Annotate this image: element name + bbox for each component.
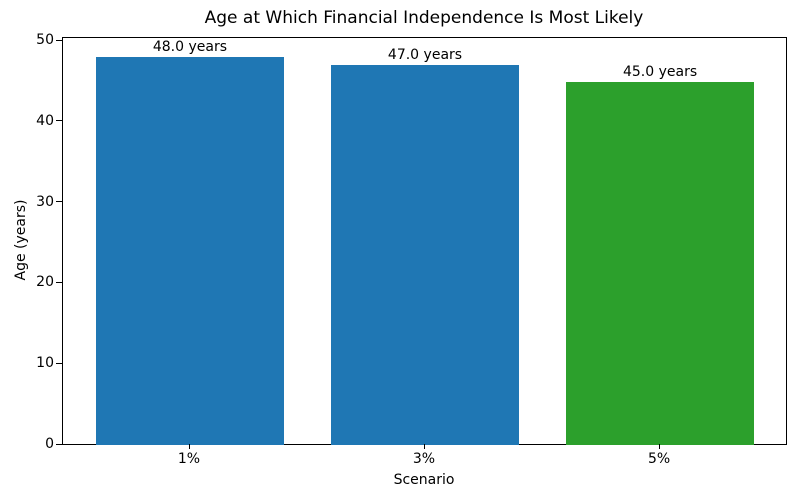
y-tick-mark <box>56 362 62 364</box>
y-tick-mark <box>56 201 62 203</box>
bar-value-label: 45.0 years <box>622 63 698 80</box>
x-tick-label: 3% <box>412 451 436 467</box>
bar <box>330 65 520 445</box>
y-tick-label: 0 <box>45 436 54 452</box>
y-tick-label: 30 <box>36 193 54 210</box>
y-tick-mark <box>56 120 62 122</box>
y-axis-label: Age (years) <box>13 199 29 281</box>
y-tick-label: 20 <box>36 274 54 291</box>
x-tick-label: 1% <box>177 451 201 467</box>
chart-title: Age at Which Financial Independence Is M… <box>204 8 644 28</box>
bar-value-label: 47.0 years <box>387 47 463 64</box>
bar <box>95 57 284 445</box>
x-tick-mark <box>424 444 425 449</box>
x-axis-label: Scenario <box>393 472 455 488</box>
y-tick-label: 40 <box>36 112 54 129</box>
plot-area: 48.0 years 47.0 years 45.0 years <box>62 37 787 445</box>
x-tick-mark <box>188 444 190 449</box>
bar <box>566 81 755 445</box>
bar-value-label: 48.0 years <box>152 39 227 56</box>
y-tick-mark <box>56 443 62 445</box>
x-tick-mark <box>659 444 661 449</box>
x-tick-label: 5% <box>647 451 671 467</box>
y-tick-label: 50 <box>36 32 54 49</box>
y-tick-mark <box>56 39 62 41</box>
y-tick-label: 10 <box>36 355 54 372</box>
y-tick-mark <box>56 281 62 283</box>
